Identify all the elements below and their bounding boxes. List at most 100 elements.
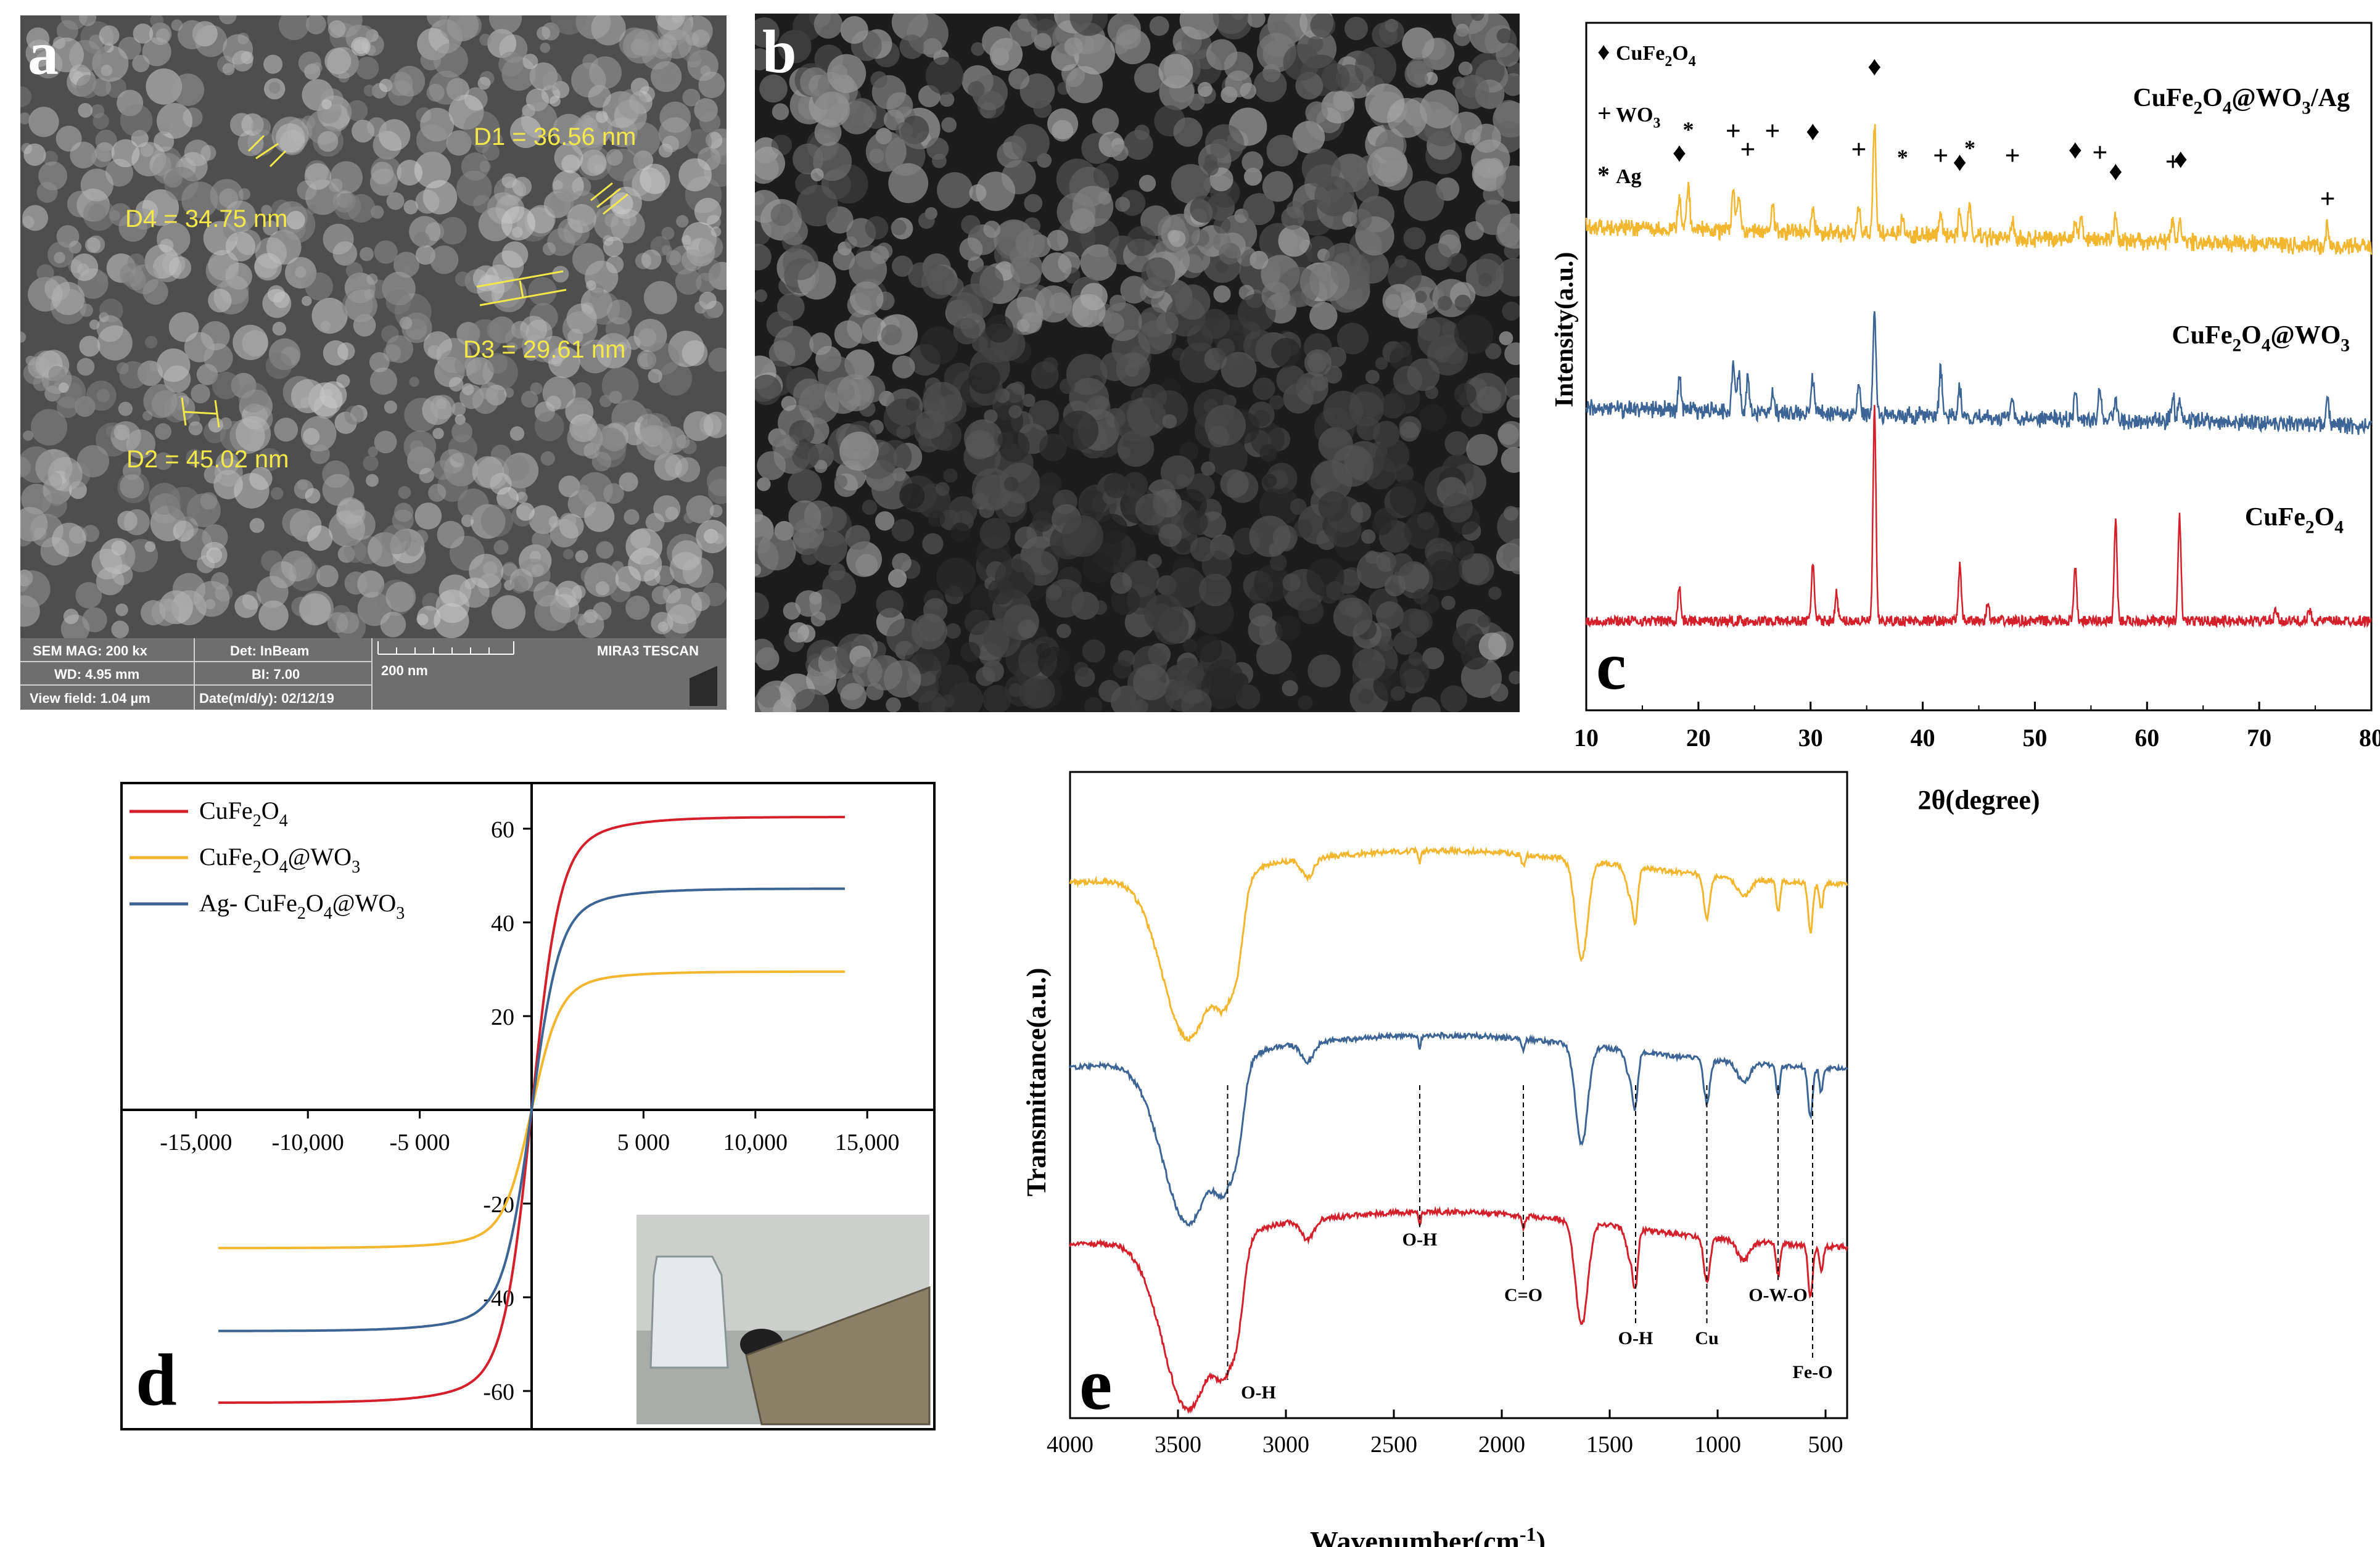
ftir-series-cufe2o4 (1069, 1205, 1848, 1414)
xrd-peak-marker: + (1764, 116, 1780, 146)
vsm-series-ag-cufe2o4-wo3 (218, 887, 845, 1332)
xrd-peak-marker: + (1726, 116, 1741, 146)
xrd-ylabel: Intensity(a.u.) (1550, 252, 1579, 407)
vsm-ytick-label: 60 (491, 817, 514, 843)
panel-label-d: d (136, 1339, 177, 1421)
xrd-xtick-label: 50 (2022, 724, 2047, 752)
vsm-xtick-label: -15,000 (160, 1130, 232, 1155)
panel-d-vsm-chart: -15,000 -10,000 -5 000 5 000 10,000 15,000 -60… (120, 782, 950, 1435)
ftir-ylabel: Transmittance(a.u.) (1021, 968, 1052, 1197)
info-det: Det: InBeam (230, 643, 309, 659)
ftir-band-label: Fe-O (1793, 1362, 1833, 1382)
vsm-frame (120, 782, 936, 1430)
panel-b-sem-image: b (755, 14, 1520, 712)
ftir-band-label: C=O (1504, 1285, 1542, 1305)
scale-bar-label: 200 nm (381, 663, 428, 678)
xrd-series-cufe2o4-wo3 (1585, 311, 2373, 435)
xrd-peak-marker: + (2320, 184, 2336, 214)
xrd-xtick-label: 30 (1798, 724, 1823, 752)
info-bi: BI: 7.00 (252, 667, 300, 682)
ftir-band-label: O-H (1241, 1382, 1276, 1403)
xrd-legend-label: WO3 (1616, 104, 1660, 131)
xrd-peak-marker: * (1682, 117, 1694, 142)
brand-logo-icon (690, 666, 717, 706)
ftir-xtick-label: 2500 (1370, 1432, 1417, 1458)
xrd-peak-marker: + (1933, 141, 1948, 171)
xrd-curve-label: CuFe2O4 (2245, 503, 2344, 538)
xrd-legend-label: CuFe2O4 (1616, 42, 1696, 70)
panel-label-e: e (1079, 1343, 1112, 1425)
ftir-xtick-label: 500 (1808, 1432, 1843, 1458)
xrd-peak-marker: + (2005, 141, 2020, 171)
ftir-xtick-label: 2000 (1478, 1432, 1525, 1458)
vsm-xtick-label: -10,000 (272, 1130, 344, 1155)
xrd-peak-marker: * (1897, 145, 1908, 170)
sem-b-particles (755, 14, 1520, 712)
panel-label-a: a (28, 19, 59, 88)
ftir-xtick-label: 3000 (1262, 1432, 1309, 1458)
xrd-curve-label: CuFe2O4@WO3/Ag (2133, 84, 2350, 118)
xrd-xtick-label: 10 (1574, 724, 1599, 752)
ftir-xtick-label: 4000 (1047, 1432, 1093, 1458)
xrd-peak-marker: + (1740, 134, 1755, 165)
ftir-frame (1069, 771, 1848, 1419)
xrd-peak-marker: ♦ (1867, 51, 1881, 81)
ftir-band-label: O-W-O (1748, 1285, 1808, 1305)
xrd-legend-symbol: * (1597, 161, 1610, 189)
measure-d2: D2 = 45.02 nm (126, 446, 289, 473)
ftir-band-label: O-H (1618, 1328, 1653, 1348)
vsm-ytick-label: 40 (491, 911, 514, 937)
xrd-peak-marker: * (1964, 136, 1975, 160)
sem-image-a: D1 = 36.56 nm D2 = 45.02 nm D3 = 29.61 n… (20, 15, 727, 710)
xrd-peak-marker: ♦ (2109, 156, 2122, 186)
xrd-xtick-label: 40 (1911, 724, 1935, 752)
vsm-ytick-label: -60 (483, 1379, 514, 1405)
xrd-xlabel: 2θ(degree) (1917, 785, 2040, 815)
xrd-xtick-label: 80 (2359, 724, 2380, 752)
ftir-band-label: Cu (1695, 1328, 1718, 1348)
xrd-series-cufe2o4-wo3-ag (1585, 124, 2373, 255)
vsm-xtick-label: 10,000 (723, 1130, 788, 1155)
panel-label-b: b (762, 17, 797, 86)
xrd-peak-marker: + (2092, 137, 2107, 168)
info-date: Date(m/d/y): 02/12/19 (199, 691, 334, 706)
vsm-xtick-label: 5 000 (617, 1130, 670, 1155)
ftir-xtick-label: 1500 (1586, 1432, 1633, 1458)
ftir-series-cufe2o4-wo3 (1069, 1030, 1848, 1227)
ftir-series-cufe2o4-wo3-ag (1069, 845, 1848, 1043)
brand-label: MIRA3 TESCAN (597, 643, 699, 659)
xrd-legend-symbol: ♦ (1597, 38, 1610, 65)
inset-magnet (745, 1286, 931, 1426)
vsm-xtick-label: -5 000 (390, 1130, 450, 1155)
panel-c-xrd-chart: 10 20 30 40 50 60 70 80 2θ(degree) Intensity(a.u.… (1548, 14, 2380, 815)
xrd-chart: 10 20 30 40 50 60 70 80 2θ(degree) Intensity(a.u.… (1550, 22, 2380, 815)
measure-d3: D3 = 29.61 nm (463, 336, 626, 363)
xrd-series-cufe2o4 (1585, 404, 2372, 629)
sem-image-b: b (755, 14, 1520, 712)
vsm-chart: -15,000 -10,000 -5 000 5 000 10,000 15,000 -60… (120, 782, 936, 1430)
xrd-legend-label: Ag (1616, 165, 1642, 188)
xrd-xtick-label: 60 (2135, 724, 2159, 752)
sem-particles (20, 15, 727, 643)
measure-d1: D1 = 36.56 nm (474, 123, 636, 150)
info-sem-mag: SEM MAG: 200 kx (33, 643, 148, 659)
ftir-xtick-label: 3500 (1155, 1432, 1201, 1458)
vsm-legend-label: CuFe2O4 (199, 797, 288, 831)
xrd-peak-marker: ♦ (1673, 137, 1686, 168)
ftir-xlabel: Wavenumber(cm-1) (1310, 1523, 1546, 1547)
ftir-band-label: O-H (1402, 1229, 1438, 1250)
xrd-xtick-label: 20 (1686, 724, 1711, 752)
panel-label-c: c (1596, 628, 1626, 704)
xrd-peak-marker: ♦ (2174, 144, 2188, 174)
ftir-chart: 4000 3500 3000 2500 2000 1500 1000 500 Wavenumbe… (1021, 771, 1848, 1547)
xrd-legend-symbol: + (1597, 99, 1612, 127)
vsm-xtick-label: 15,000 (835, 1130, 900, 1155)
xrd-peak-marker: + (2165, 147, 2181, 177)
vsm-legend-label: CuFe2O4@WO3 (199, 843, 360, 877)
measure-d4: D4 = 34.75 nm (125, 205, 288, 232)
xrd-curve-label: CuFe2O4@WO3 (2172, 321, 2350, 356)
scale-bar (377, 641, 514, 655)
xrd-peak-marker: + (1851, 134, 1866, 165)
xrd-xtick-label: 70 (2247, 724, 2271, 752)
info-view-field: View field: 1.04 µm (30, 691, 150, 706)
